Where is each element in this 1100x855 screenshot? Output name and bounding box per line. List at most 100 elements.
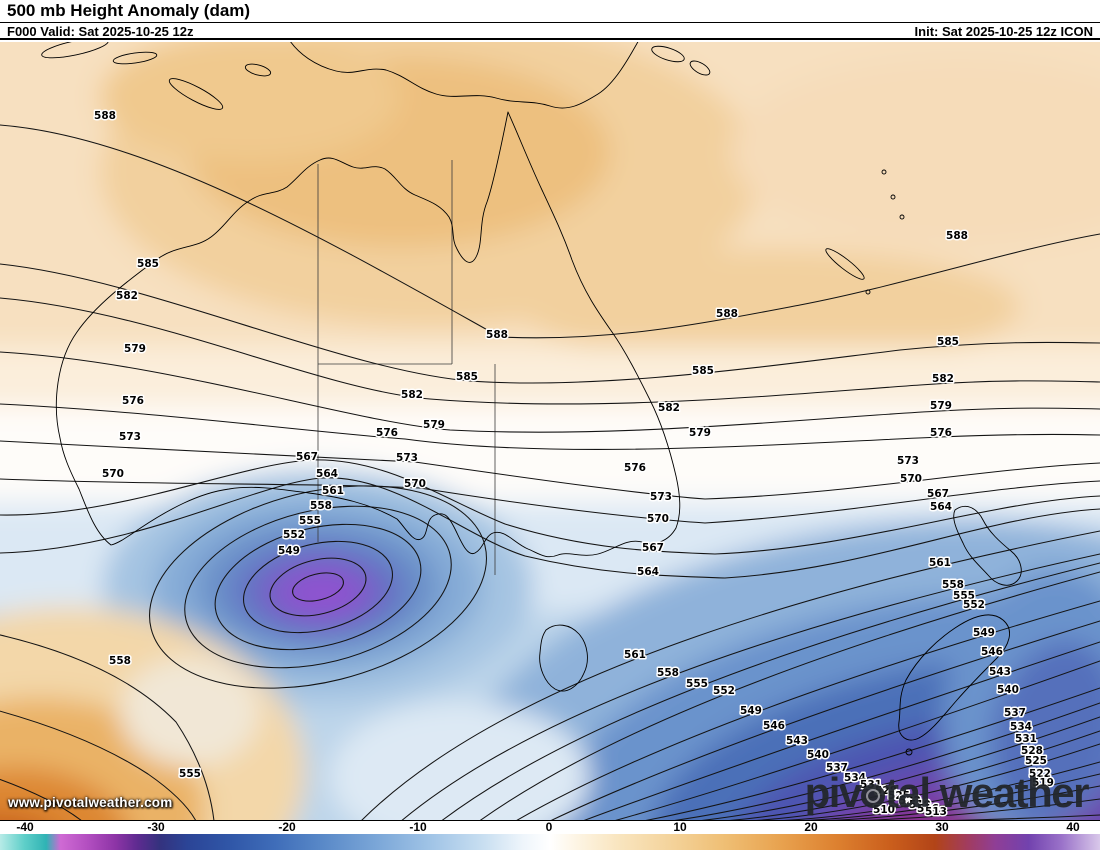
contour-label: 585 bbox=[137, 258, 159, 270]
colorbar-tick: 20 bbox=[804, 820, 818, 834]
colorbar-gradient-bar bbox=[0, 834, 1100, 850]
colorbar-tick: 0 bbox=[545, 820, 553, 834]
contour-label: 519 bbox=[1032, 777, 1054, 789]
pivotalweather-logo: piv tal weather bbox=[805, 769, 1090, 816]
coastlines bbox=[41, 42, 1022, 756]
island bbox=[112, 51, 158, 65]
contour-label: 537 bbox=[826, 762, 848, 774]
contour-label: 585 bbox=[456, 371, 478, 383]
new-guinea-coastline bbox=[290, 42, 639, 109]
contour-label: 582 bbox=[401, 389, 423, 401]
contour-label: 552 bbox=[963, 599, 985, 611]
contour-label: 588 bbox=[716, 308, 738, 320]
contour-label: 534 bbox=[1010, 721, 1032, 733]
contour-label: 585 bbox=[937, 336, 959, 348]
contour-labels: 588 588 588 588 585 585 585 585 582 582 582 582 579 5… bbox=[93, 109, 1056, 820]
island-dot bbox=[899, 214, 905, 220]
contour-label: 525 bbox=[888, 790, 910, 802]
island bbox=[41, 42, 109, 59]
nz-north-island bbox=[953, 506, 1022, 586]
contour-label: 567 bbox=[927, 488, 949, 500]
watermark-url: www.pivotalweather.com bbox=[8, 795, 173, 810]
valid-time-text: F000 Valid: Sat 2025-10-25 12z bbox=[7, 24, 194, 39]
contour-label: 546 bbox=[981, 646, 1003, 658]
contour-label: 555 bbox=[299, 515, 321, 527]
contour-label: 570 bbox=[900, 473, 922, 485]
contour-label: 543 bbox=[786, 735, 808, 747]
island-dot bbox=[890, 194, 896, 200]
contour-label: 588 bbox=[94, 110, 116, 122]
contour-label: 558 bbox=[657, 667, 679, 679]
contour-label: 543 bbox=[989, 666, 1011, 678]
contour-label: 564 bbox=[316, 468, 338, 480]
colorbar-tick: 10 bbox=[673, 820, 687, 834]
island bbox=[244, 63, 272, 77]
contour-label: 516 bbox=[917, 803, 939, 815]
contour-label: 564 bbox=[930, 501, 952, 513]
contour-label: 522 bbox=[1029, 768, 1051, 780]
contour-label: 573 bbox=[119, 431, 141, 443]
contour-label: 570 bbox=[102, 468, 124, 480]
colorbar-tick: -20 bbox=[278, 820, 296, 834]
contour-label: 579 bbox=[689, 427, 711, 439]
contour-label: 549 bbox=[740, 705, 762, 717]
contour-label: 522 bbox=[899, 795, 921, 807]
contour-label: 549 bbox=[973, 627, 995, 639]
contour-label: 555 bbox=[179, 768, 201, 780]
contour-label: 558 bbox=[942, 579, 964, 591]
contour-label: 576 bbox=[376, 427, 398, 439]
contour-label: 558 bbox=[109, 655, 131, 667]
contour-label: 564 bbox=[637, 566, 659, 578]
page-title: 500 mb Height Anomaly (dam) bbox=[7, 1, 251, 20]
contour-label: 555 bbox=[953, 590, 975, 602]
contour-label: 555 bbox=[686, 678, 708, 690]
contour-label: 573 bbox=[650, 491, 672, 503]
nz-south-island bbox=[898, 614, 1010, 741]
state-borders bbox=[317, 160, 496, 575]
contour-label: 582 bbox=[932, 373, 954, 385]
colorbar-tick: -30 bbox=[147, 820, 165, 834]
contour-label: 582 bbox=[658, 402, 680, 414]
contour-label: 558 bbox=[310, 500, 332, 512]
contour-label: 579 bbox=[423, 419, 445, 431]
australia-coastline bbox=[55, 111, 681, 558]
contour-label: 567 bbox=[642, 542, 664, 554]
new-caledonia-island bbox=[825, 248, 865, 280]
header-subline: F000 Valid: Sat 2025-10-25 12z Init: Sat… bbox=[0, 22, 1100, 41]
contour-label: 531 bbox=[1015, 733, 1037, 745]
island-dot bbox=[881, 169, 887, 175]
contour-label: 552 bbox=[283, 529, 305, 541]
contour-label: 528 bbox=[1021, 745, 1043, 757]
contour-label: 549 bbox=[278, 545, 300, 557]
contour-label: 537 bbox=[1004, 707, 1026, 719]
init-time-text: Init: Sat 2025-10-25 12z ICON bbox=[914, 24, 1093, 39]
contour-label: 579 bbox=[930, 400, 952, 412]
contour-label: 540 bbox=[807, 749, 829, 761]
contour-label: 561 bbox=[929, 557, 951, 569]
contour-label: 585 bbox=[692, 365, 714, 377]
logo-text-post: tal weather bbox=[885, 769, 1089, 816]
timor-island bbox=[168, 78, 224, 110]
colorbar bbox=[0, 834, 1100, 850]
contour-label: 513 bbox=[925, 806, 947, 818]
contour-label: 573 bbox=[897, 455, 919, 467]
contour-label: 582 bbox=[116, 290, 138, 302]
map-header: 500 mb Height Anomaly (dam) F000 Valid: … bbox=[0, 0, 1100, 40]
contour-label: 570 bbox=[647, 513, 669, 525]
contour-label: 588 bbox=[486, 329, 508, 341]
colorbar-tick: -10 bbox=[409, 820, 427, 834]
contour-label: 525 bbox=[1025, 755, 1047, 767]
contour-label: 552 bbox=[713, 685, 735, 697]
island bbox=[689, 60, 711, 76]
contour-label: 534 bbox=[844, 772, 866, 784]
contour-label: 540 bbox=[997, 684, 1019, 696]
tasmania-coastline bbox=[539, 624, 588, 692]
colorbar-svg bbox=[0, 834, 1100, 850]
contour-label: 519 bbox=[909, 799, 931, 811]
contour-label: 588 bbox=[946, 230, 968, 242]
map-area: 588 588 588 588 585 585 585 585 582 582 582 582 579 5… bbox=[0, 42, 1100, 820]
logo-eye-icon bbox=[861, 784, 885, 808]
island-dot bbox=[865, 289, 871, 295]
anomaly-shading bbox=[0, 42, 1100, 820]
